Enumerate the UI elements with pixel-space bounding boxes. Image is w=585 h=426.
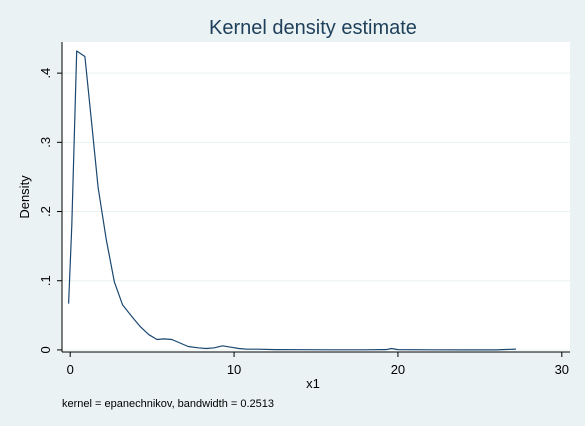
density-series xyxy=(68,50,516,351)
density-line xyxy=(68,50,516,351)
y-axis-label: Density xyxy=(17,175,32,219)
chart-title: Kernel density estimate xyxy=(209,17,417,39)
x-axis-label: x1 xyxy=(306,376,320,391)
axes xyxy=(57,42,570,357)
x-tick-label: 0 xyxy=(67,362,74,377)
chart-note: kernel = epanechnikov, bandwidth = 0.251… xyxy=(62,398,274,410)
y-tick-label: .3 xyxy=(38,137,53,148)
x-tick-label: 30 xyxy=(555,362,569,377)
x-tick-label: 10 xyxy=(227,362,241,377)
tick-labels: 0 .1 .2 .3 .4 0 10 20 30 xyxy=(38,68,569,377)
y-tick-label: .2 xyxy=(38,206,53,217)
y-tick-label: .4 xyxy=(38,68,53,79)
plot-region xyxy=(62,42,570,352)
x-tick-label: 20 xyxy=(391,362,405,377)
y-tick-label: 0 xyxy=(38,346,53,353)
y-tick-label: .1 xyxy=(38,275,53,286)
